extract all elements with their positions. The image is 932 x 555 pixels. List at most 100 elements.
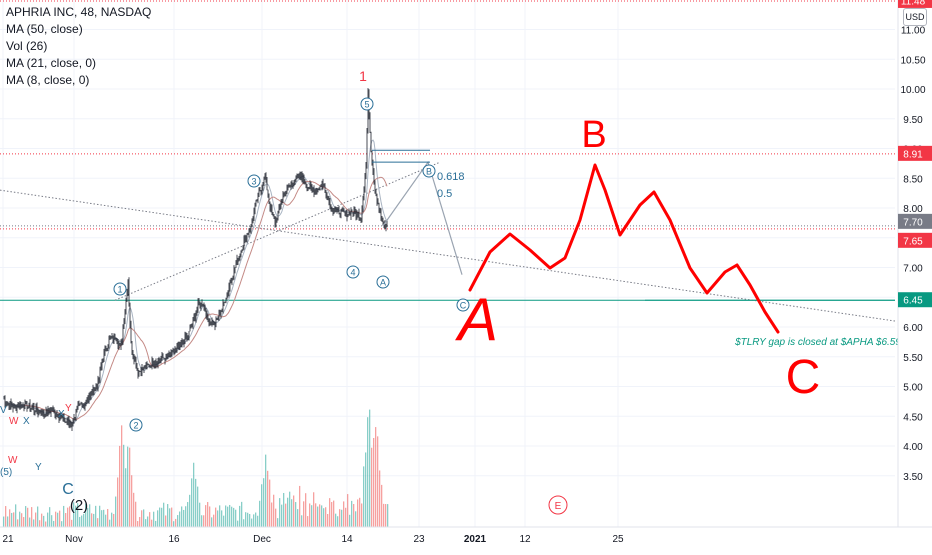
volume-bar bbox=[101, 510, 103, 527]
ma-8-line bbox=[10, 139, 388, 424]
volume-bar bbox=[19, 511, 21, 527]
volume-bar bbox=[283, 492, 285, 527]
abc-projection-path bbox=[468, 163, 780, 334]
price-tick-label: 8.00 bbox=[903, 204, 923, 215]
volume-bar bbox=[271, 502, 273, 527]
volume-bar bbox=[381, 484, 383, 527]
volume-bar bbox=[307, 516, 309, 527]
volume-bar bbox=[345, 507, 347, 527]
legend-title[interactable]: APHRIA INC, 48, NASDAQ bbox=[6, 5, 152, 19]
volume-bar bbox=[247, 512, 249, 527]
currency-button[interactable]: USD bbox=[903, 8, 927, 26]
time-tick-label: 23 bbox=[413, 534, 425, 545]
volume-bar bbox=[291, 499, 293, 527]
volume-bar bbox=[5, 506, 7, 527]
volume-bar bbox=[233, 507, 235, 527]
volume-bar bbox=[129, 447, 131, 527]
volume-bar bbox=[149, 512, 151, 527]
volume-bar bbox=[249, 514, 251, 527]
y-label-2: Y bbox=[65, 403, 72, 414]
volume-bar bbox=[105, 514, 107, 527]
time-tick-label: 14 bbox=[341, 534, 353, 545]
volume-bar bbox=[263, 478, 265, 527]
wave-circle-c: C bbox=[460, 301, 467, 311]
volume-bar bbox=[227, 506, 229, 527]
volume-bar bbox=[373, 437, 375, 527]
legend-ma-50[interactable]: MA (50, close) bbox=[6, 22, 83, 36]
volume-bar bbox=[343, 501, 345, 527]
volume-bar bbox=[21, 513, 23, 527]
price-tick-label: 4.50 bbox=[903, 412, 923, 423]
volume-bar bbox=[195, 478, 197, 527]
volume-bar bbox=[387, 504, 389, 527]
volume-bar bbox=[169, 508, 171, 527]
volume-bar bbox=[27, 507, 29, 527]
volume-bar bbox=[359, 497, 361, 527]
price-tick-label: 5.50 bbox=[903, 353, 923, 364]
volume-bar bbox=[95, 505, 97, 527]
volume-bar bbox=[59, 510, 61, 527]
price-tick-label: 3.50 bbox=[903, 472, 923, 483]
volume-bar bbox=[245, 512, 247, 527]
volume-bar bbox=[71, 519, 73, 527]
volume-bar bbox=[9, 509, 11, 527]
volume-bar bbox=[107, 509, 109, 527]
volume-bar bbox=[219, 505, 221, 527]
volume-bar bbox=[315, 503, 317, 527]
wave-circle-a: A bbox=[380, 278, 386, 288]
volume-bar bbox=[45, 521, 47, 527]
x-label-2: X bbox=[58, 409, 65, 420]
price-tick-label: 10.50 bbox=[900, 55, 925, 66]
volume-bar bbox=[99, 505, 101, 527]
wave-circle-2-ring bbox=[129, 418, 143, 432]
volume-bar bbox=[225, 505, 227, 527]
time-tick-label: Nov bbox=[65, 534, 83, 545]
v-label: V bbox=[0, 405, 7, 416]
x-label-1: X bbox=[23, 416, 30, 427]
volume-bar bbox=[295, 502, 297, 527]
volume-bar bbox=[275, 508, 277, 527]
volume-bar bbox=[115, 496, 117, 527]
five-label: (5) bbox=[0, 467, 12, 478]
volume-bar bbox=[53, 520, 55, 527]
volume-bar bbox=[229, 504, 231, 527]
legend-vol-26[interactable]: Vol (26) bbox=[6, 39, 48, 53]
volume-bar bbox=[93, 513, 95, 527]
level-tag-0: 11.48 bbox=[901, 0, 926, 7]
volume-bar bbox=[355, 511, 357, 527]
volume-bar bbox=[39, 520, 41, 527]
volume-bar bbox=[371, 447, 373, 527]
volume-bar bbox=[267, 470, 269, 527]
volume-bar bbox=[209, 506, 211, 527]
time-tick-label: 21 bbox=[2, 534, 14, 545]
volume-bar bbox=[3, 516, 5, 527]
wave-circle-5: 5 bbox=[364, 100, 369, 110]
legend-ma-21[interactable]: MA (21, close, 0) bbox=[6, 56, 97, 70]
legend-ma-8[interactable]: MA (8, close, 0) bbox=[6, 73, 90, 87]
price-tick-label: 4.00 bbox=[903, 442, 923, 453]
volume-bar bbox=[287, 497, 289, 527]
volume-bar bbox=[189, 494, 191, 527]
volume-bar bbox=[135, 501, 137, 527]
volume-bar bbox=[361, 503, 363, 527]
volume-bar bbox=[305, 493, 307, 527]
volume-bar bbox=[273, 494, 275, 527]
volume-bar bbox=[199, 502, 201, 527]
volume-bar bbox=[293, 495, 295, 527]
time-tick-label: Dec bbox=[253, 534, 271, 545]
volume-bar bbox=[251, 518, 253, 527]
trend-line-down bbox=[0, 189, 896, 322]
volume-bar bbox=[151, 519, 153, 527]
wave-circle-b: B bbox=[426, 167, 432, 177]
volume-bar bbox=[61, 521, 63, 527]
volume-bar bbox=[253, 514, 255, 527]
volume-bar bbox=[67, 507, 69, 527]
volume-bar bbox=[41, 513, 43, 527]
abc-letter-c: C bbox=[786, 351, 821, 404]
volume-bar bbox=[185, 506, 187, 527]
volume-bar bbox=[63, 505, 65, 527]
big-c-label: C bbox=[62, 481, 74, 498]
volume-bar bbox=[375, 427, 377, 527]
